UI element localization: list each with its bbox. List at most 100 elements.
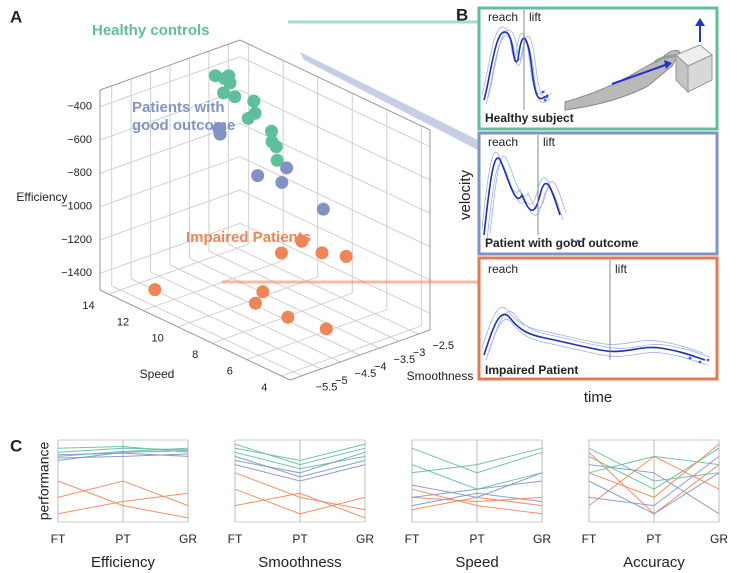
z-tick-label: −400 [67,101,92,113]
y-axis-label: velocity [457,169,474,220]
grid-line [169,264,361,356]
x-tick-label: −3.5 [393,354,415,366]
axis-label: GR [710,532,728,546]
grid-line [239,89,431,181]
point [247,94,261,108]
profile-line [588,456,720,507]
series-annotation: Impaired Patients [186,229,312,246]
axis-edge [99,289,291,381]
axis-edge [239,39,431,131]
grid-line [99,156,241,208]
point [248,296,262,310]
axis-label: PT [646,532,662,546]
panel-label: C [10,436,22,455]
y-tick-label: 4 [261,382,267,394]
x-tick-label: −4.5 [355,368,377,380]
axis-label: FT [228,532,243,546]
point [217,86,231,100]
grid-line [281,325,422,377]
profile-line [57,492,189,515]
z-tick-label: −1000 [61,201,92,213]
point [270,153,284,167]
y-tick-label: 8 [192,349,198,361]
panel-title: Speed [455,554,498,571]
profile-line [234,492,366,519]
x-tick-label: −5.5 [316,382,338,394]
x-axis-label: Smoothness [407,369,474,383]
panel-b: reach lift Healthy subject reach lift Pa… [457,6,719,406]
grid-line [246,309,387,361]
z-axis-label: Efficiency [16,190,67,204]
point [212,122,226,136]
traces [481,26,711,366]
panel-title: Smoothness [258,554,341,571]
profile-line [234,488,366,515]
grid-line [130,278,322,370]
profile-line [57,480,189,507]
reach-label: reach [488,262,518,276]
axis-label: FT [405,532,420,546]
profile-line [411,496,543,503]
reach-label: reach [488,135,518,149]
point [281,310,295,324]
profile-line [234,451,366,474]
point [295,234,309,248]
z-tick-label: −800 [67,167,92,179]
profile-line [57,450,189,461]
profile-line [234,472,366,511]
endpoints [541,90,710,364]
point [319,322,333,336]
z-tick-label: −1400 [61,267,92,279]
point [316,202,330,216]
lift-label: lift [543,135,556,149]
grid-line [239,189,431,281]
profile-line [588,464,720,515]
reach-label: reach [488,10,518,24]
profile-line [234,443,366,462]
axis-label: GR [179,532,197,546]
profile-line [411,447,543,474]
profile-line [234,451,366,470]
connector [300,52,478,150]
lift-label: lift [529,10,542,24]
mean-trace [483,31,706,361]
panel-title: Patient with good outcome [485,236,639,250]
grid-line [99,189,241,241]
profile-line [588,455,720,506]
x-tick-label: −2.5 [432,340,454,352]
point [241,111,255,125]
profile-line [411,496,543,511]
y-tick-label: 10 [151,333,163,345]
panel-title: Efficiency [91,554,155,571]
panel-a: −5.5−5 −4.5−4 −3.5−3 −2.5 4 6 8 10 12 14 −1400 −120… [16,39,474,394]
profile-line [588,451,720,515]
axis-label: FT [582,532,597,546]
axis-label: FT [51,532,66,546]
profile-line [57,446,189,453]
point [280,161,294,175]
profile-line [234,455,366,478]
x-axis-label: time [584,389,612,406]
point [148,283,162,297]
axis-label: PT [115,532,131,546]
profile-line [57,447,189,457]
series-annotation: Patients with good outcome [132,99,236,134]
grid-line [239,222,431,314]
point [274,246,288,260]
point [339,249,353,263]
grid-line [99,56,241,108]
axis-label: GR [356,532,374,546]
hand-illustration [564,18,713,111]
profile-line [588,443,720,498]
axis-edge [99,39,241,91]
y-axis-label: Speed [140,367,175,381]
point [275,175,289,189]
grid-line [108,243,249,295]
z-tick-label: −600 [67,134,92,146]
grid-line [99,222,241,274]
panel-label: B [456,5,468,24]
panel-c: performance FT PT GR Efficiency FT PT GR Smoothn… [36,439,728,571]
grid-line [143,259,284,311]
